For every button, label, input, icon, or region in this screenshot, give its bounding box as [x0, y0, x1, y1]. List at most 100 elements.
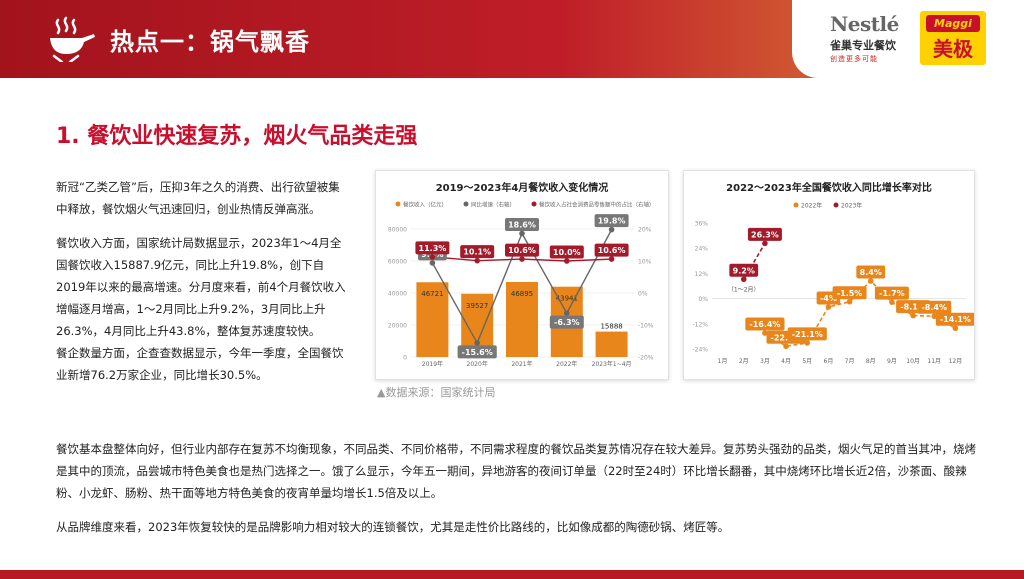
series-2022-label: -16.4% — [749, 320, 780, 329]
series-2022-point — [804, 340, 811, 346]
series-2023-point — [762, 240, 768, 247]
series-2022-point — [931, 313, 938, 320]
growth-point — [429, 260, 436, 266]
share-label-bg — [594, 243, 629, 257]
share-label: 11.3% — [419, 244, 447, 253]
x-tick: 6月 — [824, 358, 834, 365]
share-label-bg — [505, 243, 539, 257]
series-2022-label: -21.1% — [792, 330, 823, 339]
growth-label: 19.8% — [598, 217, 626, 226]
y-tick: 0% — [698, 296, 708, 303]
y-tick: 12% — [695, 271, 709, 278]
x-tick: 12月 — [949, 358, 963, 365]
series-2022-label-bg — [856, 265, 886, 279]
bar — [416, 282, 449, 357]
x-tick: 4月 — [781, 358, 791, 365]
legend-marker — [463, 201, 469, 207]
y-tick-right: 10% — [638, 259, 652, 266]
section-title: 1. 餐饮业快速复苏，烟火气品类走强 — [56, 124, 418, 149]
y-tick-left: 60000 — [388, 259, 407, 266]
bar-label: 15888 — [600, 323, 622, 331]
series-2023-label: 26.3% — [751, 230, 779, 239]
growth-chart: 2022～2023年全国餐饮收入同比增长率对比 2022年 2023年 -24% -12… — [692, 181, 974, 365]
share-label: 10.6% — [508, 246, 536, 255]
series-2022-point — [846, 298, 853, 305]
bar-label: 46895 — [511, 290, 533, 298]
series-2022-point — [910, 312, 916, 319]
series-2023-label-bg — [747, 227, 782, 241]
paragraph-brands: 从品牌维度来看，2023年恢复较快的是品牌影响力相对较大的连锁餐饮，尤其是走性价… — [56, 520, 730, 534]
series-2023-label: 9.2% — [733, 266, 755, 275]
growth-point — [564, 310, 570, 316]
wok-flame-icon — [50, 16, 95, 62]
maggi-cn-name: 美极 — [933, 37, 973, 61]
series-2022-label: -4% — [820, 294, 837, 303]
series-2022-label-bg — [745, 317, 785, 331]
y-tick-right: 0% — [638, 291, 648, 298]
y-tick: -24% — [692, 347, 708, 354]
bar — [595, 331, 628, 357]
growth-label-bg — [457, 345, 497, 359]
series-2022-label: -8.4% — [921, 303, 947, 312]
x-tick: 10月 — [906, 358, 920, 365]
share-point — [519, 256, 525, 262]
growth-label: -6.3% — [554, 318, 580, 327]
page-title: 热点一：锅气飘香 — [110, 28, 310, 56]
x-tick: 7月 — [845, 358, 855, 365]
series-2022-point — [952, 325, 959, 332]
series-2022-label: -1.5% — [837, 289, 863, 298]
page-footer — [0, 570, 1024, 579]
growth-point — [608, 226, 615, 233]
paragraph-companies: 餐企数量方面，企查查数据显示，今年一季度，全国餐饮业新增76.2万家企业，同比增… — [56, 346, 344, 382]
share-point — [429, 254, 436, 260]
y-tick: 36% — [695, 221, 709, 228]
legend-marker — [793, 202, 799, 208]
growth-label: -15.6% — [462, 348, 493, 357]
series-2022-label: -8.1% — [900, 303, 926, 312]
x-tick: 5月 — [802, 358, 812, 365]
x-tick: 2019年 — [422, 360, 443, 368]
x-tick: 2022年 — [556, 360, 577, 368]
legend-label: 餐饮收入（亿元） — [403, 201, 447, 209]
growth-point — [474, 340, 480, 346]
legend-label: 2022年 — [801, 202, 822, 210]
nestle-wordmark: Nestlé — [830, 12, 899, 36]
series-2022-label: -22.7% — [771, 333, 802, 342]
y-tick: -12% — [692, 321, 708, 328]
bar-label: 39527 — [466, 302, 488, 310]
y-tick-right: 20% — [638, 227, 652, 234]
x-tick: 2021年 — [511, 360, 532, 368]
series-2022-point — [867, 278, 874, 284]
nestle-slogan: 创造更多可能 — [830, 55, 878, 63]
series-2022-label-bg — [935, 312, 974, 326]
x-tick: 2023年1~4月 — [592, 360, 632, 368]
legend-marker — [531, 201, 537, 207]
y-tick-left: 80000 — [388, 227, 407, 234]
y-tick: 24% — [695, 246, 709, 253]
series-2022-point — [783, 343, 789, 350]
legend-label: 同比增速（右轴） — [471, 201, 515, 209]
nestle-cn-name: 雀巢专业餐饮 — [830, 39, 896, 52]
paragraph-intro: 新冠“乙类乙管”后，压抑3年之久的消费、出行欲望被集中释放，餐饮烟火气迅速回归，… — [56, 180, 340, 216]
x-tick: 2月 — [739, 358, 749, 365]
series-2022-label-bg — [917, 300, 952, 314]
x-tick: 2020年 — [467, 360, 488, 368]
share-label: 10.0% — [553, 248, 581, 257]
share-label-bg — [415, 241, 450, 255]
series-2022-label: -1.7% — [879, 289, 905, 298]
source-note: ▲数据来源：国家统计局 — [377, 386, 496, 399]
bar — [506, 281, 538, 357]
growth-point — [519, 230, 525, 237]
chart-title: 2022～2023年全国餐饮收入同比增长率对比 — [726, 181, 932, 194]
chart-card-revenue: 2019～2023年4月餐饮收入变化情况 餐饮收入（亿元） 同比增速（右轴） 餐饮收入… — [375, 170, 669, 380]
legend-marker — [395, 201, 401, 207]
share-point — [564, 258, 570, 264]
share-label-bg — [460, 245, 495, 259]
x-tick: 3月 — [760, 358, 770, 365]
x-tick: 9月 — [887, 358, 897, 365]
growth-label: 18.6% — [508, 220, 536, 229]
chart-title: 2019～2023年4月餐饮收入变化情况 — [436, 181, 609, 194]
share-point — [474, 257, 480, 264]
series-2022-point — [762, 330, 768, 336]
